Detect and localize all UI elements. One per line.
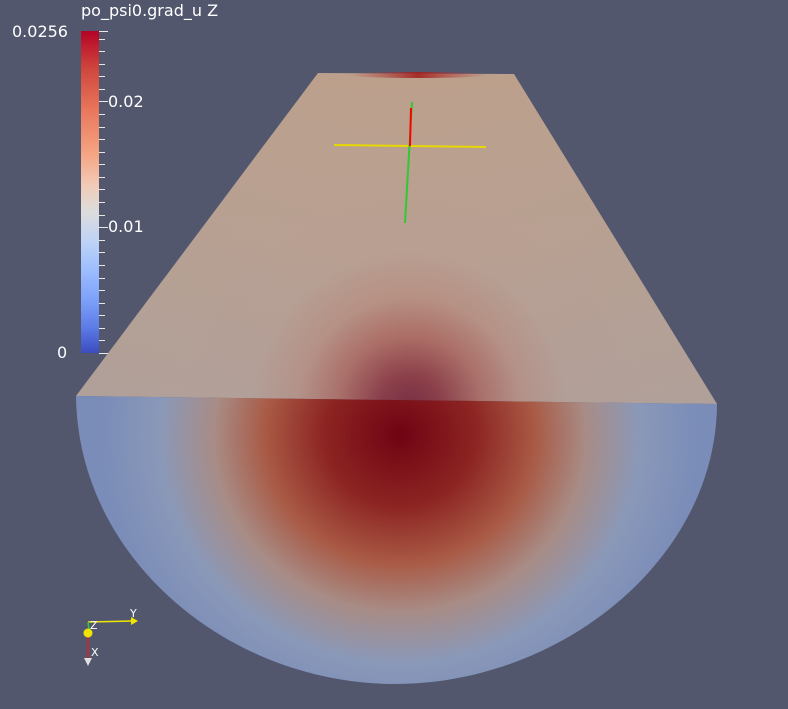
colorbar-tick xyxy=(99,202,105,203)
mesh-top-face-edge-shading xyxy=(76,73,717,404)
colorbar-tick xyxy=(99,164,105,165)
orientation-origin-marker xyxy=(83,628,93,638)
colorbar-max-label: 0.0256 xyxy=(12,22,68,41)
colorbar-tick xyxy=(99,39,105,40)
orientation-y-arrowhead xyxy=(131,617,138,625)
colorbar-tick xyxy=(99,189,105,190)
colorbar-tick xyxy=(99,252,105,253)
colorbar-min-label: 0 xyxy=(57,343,68,362)
colorbar-tick xyxy=(99,51,105,52)
orientation-y-label: Y xyxy=(130,607,137,620)
orientation-z-label: Z xyxy=(90,619,98,632)
colorbar-tick xyxy=(99,127,105,128)
colorbar-tick xyxy=(99,278,105,279)
colorbar-tick xyxy=(99,315,105,316)
colorbar-tick xyxy=(99,303,105,304)
colorbar-tick xyxy=(99,114,105,115)
colorbar-tick xyxy=(99,290,105,291)
colorbar-tick xyxy=(99,353,108,354)
colorbar-tick xyxy=(99,101,108,102)
mesh-front-face xyxy=(76,396,717,684)
orientation-y-axis xyxy=(87,620,132,623)
colorbar-tick xyxy=(99,152,105,153)
colorbar-tick xyxy=(99,240,105,241)
colorbar-tick xyxy=(99,328,105,329)
colorbar-gradient xyxy=(81,31,99,353)
colorbar-tick xyxy=(99,76,105,77)
colorbar-title: po_psi0.grad_u Z xyxy=(81,1,219,20)
colorbar-tick xyxy=(99,177,105,178)
colorbar-tick xyxy=(99,64,105,65)
colorbar-tick xyxy=(99,215,105,216)
mesh-top-rim-hotspot xyxy=(348,72,488,78)
orientation-x-label: X xyxy=(91,646,99,659)
orientation-x-arrowhead xyxy=(84,658,92,666)
colorbar-label-0.01: 0.01 xyxy=(108,217,144,236)
colorbar-tick xyxy=(99,340,105,341)
colorbar-tick xyxy=(99,139,105,140)
colorbar-tick xyxy=(99,265,105,266)
colorbar-tick-max xyxy=(99,31,108,32)
colorbar-tick xyxy=(99,89,105,90)
colorbar-ticks xyxy=(99,31,108,354)
colorbar-label-0.02: 0.02 xyxy=(108,92,144,111)
center-axis-red xyxy=(409,107,412,147)
colorbar-tick xyxy=(99,227,108,228)
